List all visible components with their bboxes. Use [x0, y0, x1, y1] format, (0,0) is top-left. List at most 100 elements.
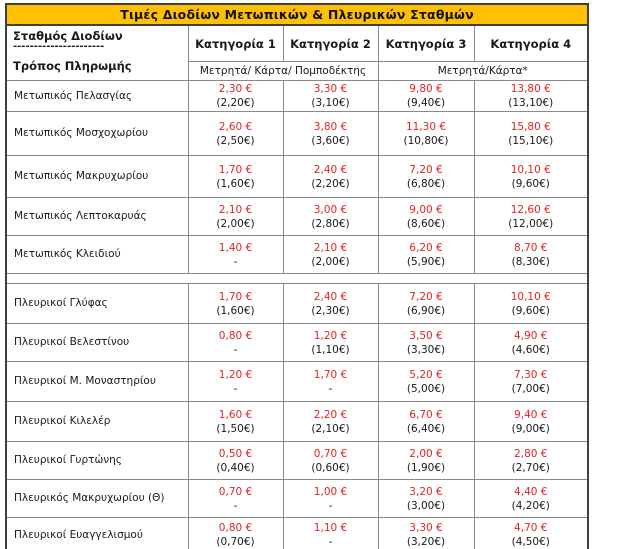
price-discounted: (2,20€) [216, 97, 255, 109]
station-name: Πλευρικοί Βελεστίνου [5, 323, 189, 362]
station-name: Μετωπικός Μοσχοχωρίου [5, 111, 189, 156]
price-discounted: (9,00€) [511, 422, 550, 435]
price-discounted: - [233, 343, 238, 356]
price-current: 13,80 € [510, 83, 551, 95]
page-title: Τιμές Διοδίων Μετωπικών & Πλευρικών Σταθ… [4, 3, 590, 26]
category-1-header: Κατηγορία 1 [187, 24, 284, 62]
price-cell-cat3: 5,20 € (5,00€) [377, 361, 475, 402]
price-current: 8,70 € [514, 241, 548, 254]
price-discounted: (5,00€) [406, 382, 446, 395]
price-cell-cat3: 7,20 € (6,90€) [377, 283, 475, 324]
price-current: 4,40 € [514, 485, 548, 498]
price-discounted: - [233, 255, 238, 268]
table-row: Πλευρικοί Κιλελέρ 1,60 € (1,50€) 2,20 € (2… [5, 401, 589, 442]
price-current: 1,20 € [218, 368, 253, 381]
toll-price-table: Τιμές Διοδίων Μετωπικών & Πλευρικών Σταθ… [4, 3, 590, 549]
price-current: 12,60 € [510, 203, 551, 216]
price-current: 15,80 € [510, 120, 551, 133]
table-row: Πλευρικοί Γυρτώνης 0,50 € (0,40€) 0,70 €(… [5, 441, 589, 480]
price-discounted: (2,00€) [311, 255, 350, 268]
price-discounted: (15,10€) [508, 134, 554, 147]
station-name: Πλευρικοί Μ. Μοναστηρίου [5, 361, 189, 402]
price-discounted: - [233, 499, 238, 512]
table-row: Πλευρικοί Ευαγγελισμού 0,80 € (0,70€) 1,1… [5, 517, 589, 549]
table-row: Μετωπικός Πελασγίας 2,30 € (2,20€) 3,30 €… [5, 80, 589, 112]
price-current: 2,40 € [313, 290, 348, 303]
table-row: Μετωπικός Μακρυχωρίου 1,70 € (1,60€) 2,40… [5, 155, 589, 198]
price-current: 4,90 € [514, 329, 548, 342]
price-current: 6,20 € [409, 241, 443, 254]
price-current: 2,10 € [218, 203, 253, 216]
station-name: Πλευρικός Μακρυχωρίου (Θ) [5, 479, 189, 518]
price-current: 2,40 € [313, 163, 348, 176]
price-discounted: (9,40€) [406, 97, 446, 109]
price-cell-cat4: 15,80 € (15,10€) [473, 111, 589, 156]
price-discounted: - [328, 382, 333, 395]
price-cell-cat2: 2,20 € (2,10€) [282, 401, 379, 442]
price-cell-cat3: 6,20 € (5,90€) [377, 235, 475, 274]
price-cell-cat1: 0,80 € - [187, 323, 284, 362]
price-discounted: (2,20€) [311, 177, 350, 190]
price-cell-cat2: 2,40 € (2,20€) [282, 155, 379, 198]
price-cell-cat4: 4,70 € (4,50€) [473, 517, 589, 549]
price-cell-cat4: 4,90 € (4,60€) [473, 323, 589, 362]
table-row: Πλευρικοί Μ. Μοναστηρίου 1,20 € - 1,70 € -… [5, 361, 589, 402]
price-current: 6,70 € [409, 408, 443, 421]
price-current: 2,30 € [218, 83, 253, 95]
price-discounted: (7,00€) [511, 382, 550, 395]
price-discounted: (3,10€) [311, 97, 350, 109]
price-cell-cat2: 1,10 € - [282, 517, 379, 549]
price-current: 3,50 € [409, 329, 443, 342]
price-cell-cat4: 7,30 € (7,00€) [473, 361, 589, 402]
price-cell-cat1: 2,60 € (2,50€) [187, 111, 284, 156]
price-current: 9,00 € [409, 203, 443, 216]
price-discounted: - [233, 382, 238, 395]
category-4-header: Κατηγορία 4 [473, 24, 589, 62]
price-discounted: (0,70€) [216, 536, 255, 549]
price-cell-cat3: 6,70 € (6,40€) [377, 401, 475, 442]
price-current: 1,70 € [218, 290, 253, 303]
price-discounted: (8,60€) [406, 217, 446, 230]
price-discounted: (4,60€) [511, 343, 550, 356]
price-cell-cat2: 0,70 € (0,60€) [282, 441, 379, 480]
station-name: Πλευρικοί Κιλελέρ [5, 401, 189, 442]
price-current: 2,60 € [218, 120, 253, 133]
price-discounted: (3,30€) [406, 343, 446, 356]
table-row: Μετωπικός Μοσχοχωρίου 2,60 € (2,50€) 3,80… [5, 111, 589, 156]
price-current: 1,70 € [218, 163, 253, 176]
price-current: 2,00 € [409, 447, 443, 460]
group-divider-row [5, 273, 589, 284]
price-discounted: (2,30€) [311, 304, 350, 317]
price-current: 2,10 € [313, 241, 348, 254]
price-cell-cat4: 8,70 € (8,30€) [473, 235, 589, 274]
station-name: Πλευρικοί Γλύφας [5, 283, 189, 324]
price-current: 2,20 € [313, 408, 348, 421]
price-discounted: (4,20€) [511, 499, 550, 512]
payment-header-label: Τρόπος Πληρωμής [13, 59, 132, 73]
price-current: 3,30 € [313, 83, 348, 95]
price-current: 1,20 € [313, 329, 348, 342]
price-cell-cat4: 12,60 € (12,00€) [473, 197, 589, 236]
station-name: Μετωπικός Πελασγίας [5, 80, 189, 112]
price-current: 1,40 € [218, 241, 253, 254]
price-discounted: (2,80€) [311, 217, 350, 230]
price-current: 0,80 € [218, 522, 253, 535]
price-current: 10,10 € [510, 163, 551, 176]
price-discounted: (6,90€) [406, 304, 446, 317]
price-current: 9,40 € [514, 408, 548, 421]
price-cell-cat4: 10,10 € (9,60€) [473, 155, 589, 198]
price-cell-cat1: 0,50 € (0,40€) [187, 441, 284, 480]
price-discounted: (1,90€) [406, 461, 446, 474]
price-cell-cat3: 9,80 € (9,40€) [377, 80, 475, 112]
price-discounted: (2,00€) [216, 217, 255, 230]
table-row: Πλευρικός Μακρυχωρίου (Θ) 0,70 € - 1,00 €… [5, 479, 589, 518]
price-cell-cat1: 1,40 € - [187, 235, 284, 274]
group-divider [5, 273, 589, 284]
table-row: Πλευρικοί Βελεστίνου 0,80 € - 1,20 € (1,10… [5, 323, 589, 362]
price-cell-cat2: 1,70 € - [282, 361, 379, 402]
price-cell-cat3: 3,20 € (3,00€) [377, 479, 475, 518]
price-discounted: (13,10€) [508, 97, 554, 109]
price-discounted: - [328, 499, 333, 512]
price-current: 11,30 € [405, 120, 447, 133]
category-2-header: Κατηγορία 2 [282, 24, 379, 62]
